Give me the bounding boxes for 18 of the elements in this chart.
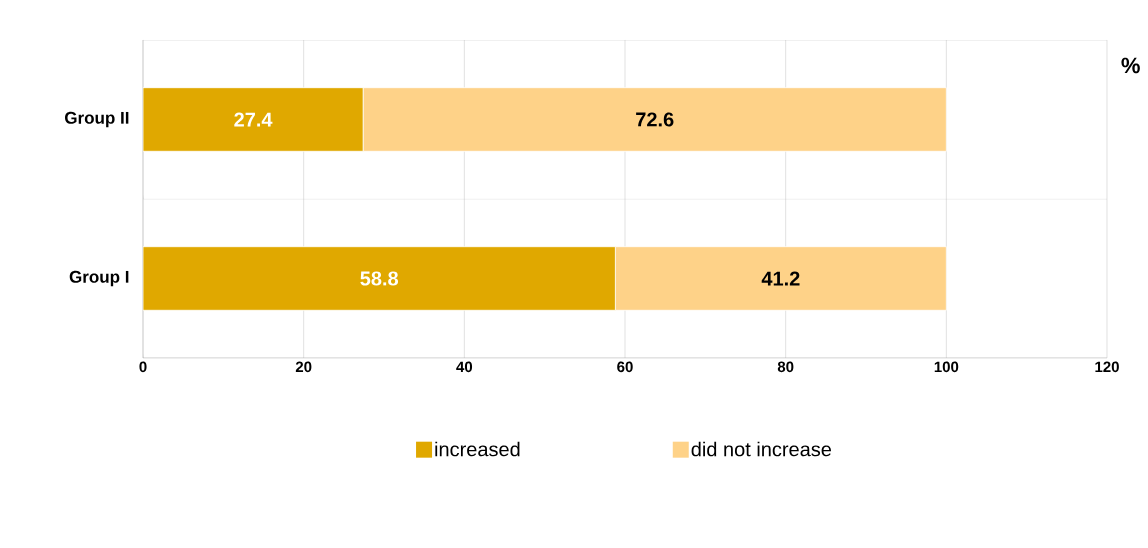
data-label: 58.8 xyxy=(360,271,399,286)
legend-label: increased xyxy=(435,441,520,457)
x-tick-label: 40 xyxy=(456,361,473,373)
x-tick-label: 0 xyxy=(139,361,147,373)
x-tick-label: 20 xyxy=(295,361,312,373)
data-label: 41.2 xyxy=(761,271,800,286)
bar xyxy=(143,87,364,152)
data-label: 27.4 xyxy=(234,112,273,127)
x-tick-label: 80 xyxy=(777,361,794,373)
legend-label: did not increase xyxy=(691,441,832,457)
y-tick-label: Group I xyxy=(69,270,129,287)
x-tick-label: 120 xyxy=(1095,361,1119,373)
bar xyxy=(143,246,616,311)
x-axis-title: % xyxy=(1121,57,1140,74)
data-label: 72.6 xyxy=(636,112,674,127)
x-tick-label: 60 xyxy=(617,361,633,373)
x-tick-label: 100 xyxy=(934,361,959,373)
y-tick-label: Group II xyxy=(65,111,129,128)
